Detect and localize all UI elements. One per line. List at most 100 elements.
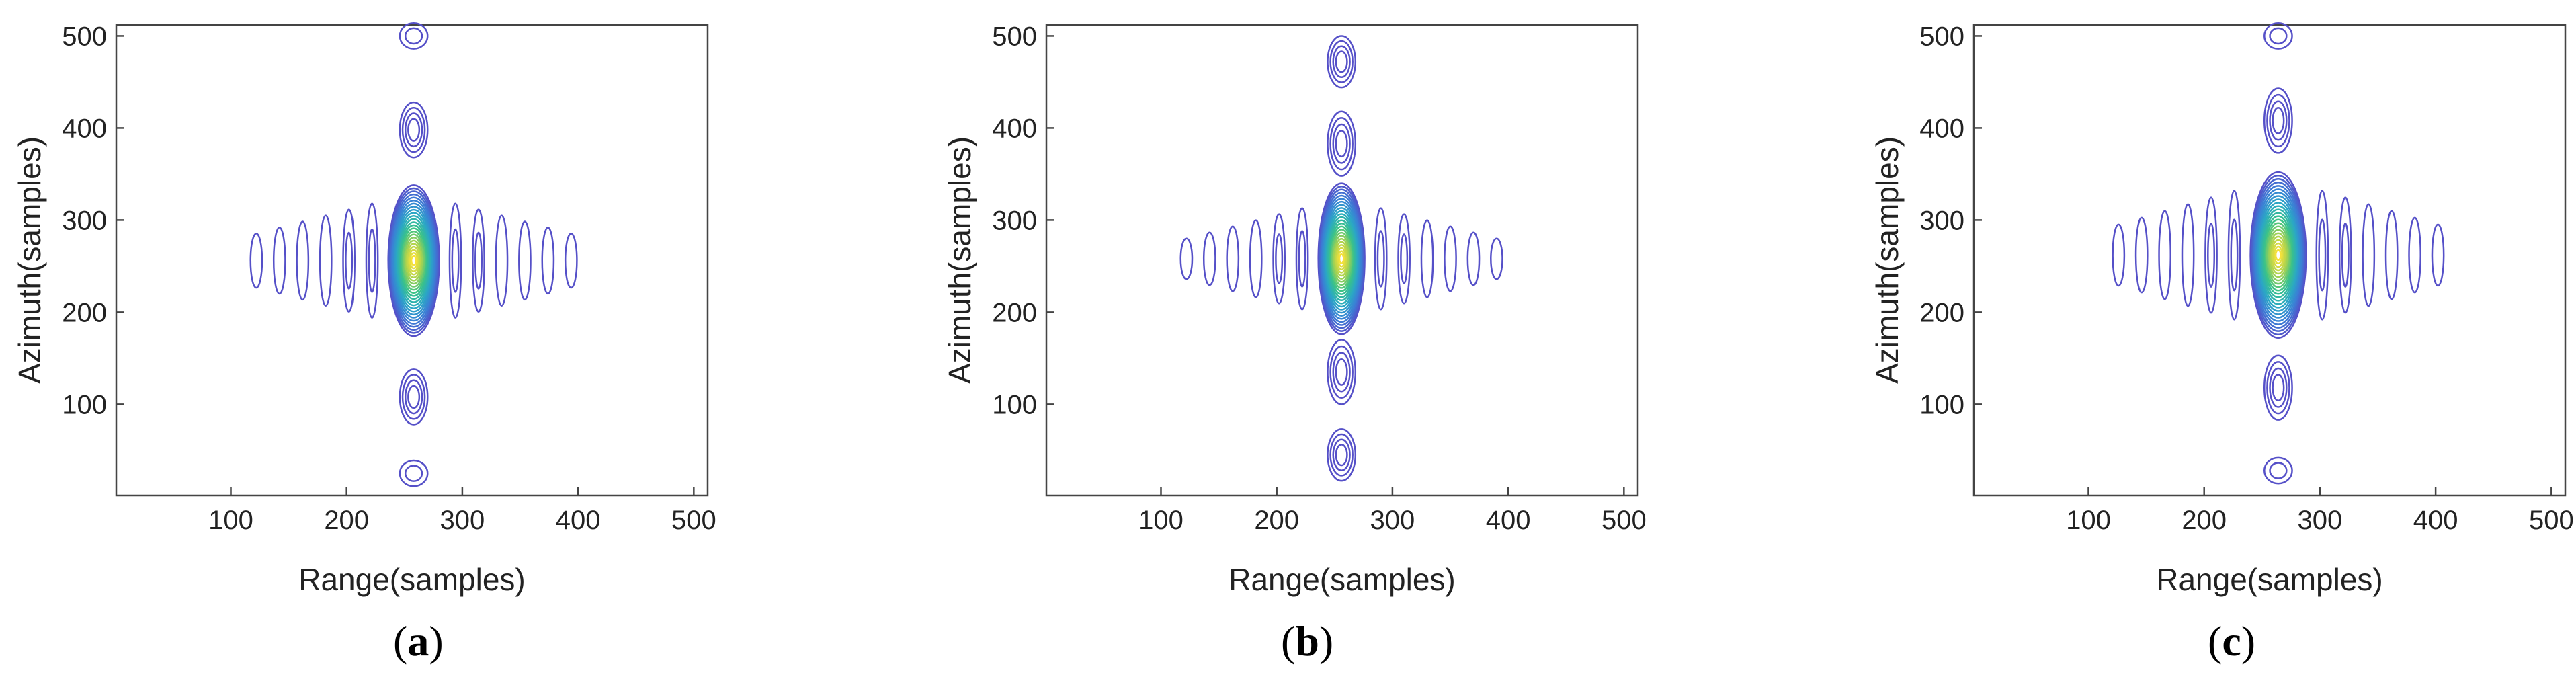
azimuth-sidelobe-contour [2263,22,2293,50]
range-sidelobe-contour [1249,219,1263,298]
plot-area-a [115,24,709,497]
range-sidelobe-contour [1374,207,1388,311]
range-sidelobe-contour [448,202,462,319]
main-lobe-contour [398,221,429,300]
main-lobe-contour [2251,178,2305,332]
azimuth-sidelobe-contour [1329,345,1354,399]
main-lobe-contour [2257,198,2299,312]
main-lobe-contour [2249,171,2307,339]
azimuth-sidelobe-contour [2269,462,2288,479]
x-ticks-b: 100 200 300 400 500 [1138,487,1647,535]
range-sidelobe-contour [2362,203,2376,307]
azimuth-sidelobe-contour [399,101,429,159]
main-lobe-contour [1327,216,1357,302]
contours-b [1179,35,1503,482]
main-lobe-contour [2259,205,2297,305]
y-tick-label: 300 [1919,206,1964,235]
contours-c [2112,22,2445,485]
azimuth-sidelobe-contour [1335,444,1348,467]
x-axis-label-b: Range(samples) [1229,562,1455,597]
main-lobe-contour [410,255,417,266]
main-lobe-contour [1325,210,1358,308]
azimuth-sidelobe-contour [2263,456,2293,485]
range-sidelobe-contour [2315,190,2329,321]
y-tick-label: 500 [1919,22,1964,51]
panel-label-a: (a) [393,617,444,665]
x-tick-label: 500 [2529,506,2574,535]
main-lobe-contour [1325,213,1358,305]
range-sidelobe-contour [1226,225,1240,292]
range-sidelobe-contour [1376,230,1385,288]
main-lobe-contour [392,202,435,319]
azimuth-sidelobe-contour [399,22,429,50]
main-lobe-contour [2256,195,2300,315]
main-lobe-contour [1337,250,1346,268]
y-tick-label: 500 [62,22,107,51]
range-sidelobe-contour [2158,210,2172,300]
x-ticks-c: 100 200 300 400 500 [2066,487,2574,535]
range-sidelobe-contour [472,208,485,313]
azimuth-sidelobe-contour [2266,93,2290,148]
azimuth-sidelobe-contour [1332,45,1351,79]
x-tick-label: 200 [324,506,369,535]
azimuth-sidelobe-contour [1329,117,1354,171]
main-lobe-contour [1334,241,1349,277]
range-sidelobe-contour [1298,230,1306,288]
plot-area-b [1045,24,1639,497]
main-lobe-contour [395,212,432,309]
range-sidelobe-contour [451,228,460,293]
azimuth-sidelobe-contour [1329,40,1354,83]
main-lobe-contour [388,187,440,334]
panel-c: 100 200 300 400 500 100 200 300 400 500 Range(sa… [1870,22,2574,665]
azimuth-sidelobe-contour [1327,339,1357,405]
range-sidelobe-contour [1295,207,1309,311]
panel-label-c-letter: c [2222,617,2241,665]
azimuth-sidelobe-contour [1335,358,1348,386]
range-sidelobe-contour [1466,231,1481,286]
main-lobe-contour [405,243,422,279]
y-ticks-c: 100 200 300 400 500 [1919,22,1982,419]
azimuth-sidelobe-contour [404,27,423,45]
range-sidelobe-contour [1202,231,1216,286]
main-lobe-contour [387,184,440,337]
azimuth-sidelobe-contour [1327,110,1357,177]
range-sidelobe-contour [345,231,354,290]
y-tick-label: 100 [1919,390,1964,419]
range-sidelobe-contour [1444,225,1457,292]
main-lobe-contour [1330,229,1353,289]
main-lobe-contour [2254,188,2302,322]
main-lobe-contour [2253,185,2303,325]
range-sidelobe-contour [319,214,333,307]
y-tick-label: 200 [992,298,1037,327]
azimuth-sidelobe-contour [2263,354,2293,421]
range-sidelobe-contour [272,227,286,295]
main-lobe-contour [392,200,436,322]
main-lobe-contour [397,215,431,307]
y-tick-label: 100 [62,390,107,419]
main-lobe-contour [402,233,425,288]
x-tick-label: 500 [1602,506,1647,535]
main-lobe-contour [2272,242,2285,268]
x-tick-label: 200 [2182,506,2227,535]
azimuth-sidelobe-contour [1332,352,1351,393]
main-lobe-contour [2265,222,2292,288]
azimuth-sidelobe-contour [1335,130,1348,158]
main-lobe-contour [1332,235,1351,283]
range-sidelobe-contour [541,227,555,295]
range-sidelobe-contour [1400,233,1409,284]
azimuth-sidelobe-contour [2269,100,2288,141]
range-sidelobe-contour [2207,223,2216,288]
main-lobe-contour [393,206,434,316]
range-sidelobe-contour [2134,216,2149,294]
azimuth-sidelobe-contour [401,374,426,420]
x-tick-label: 100 [1138,506,1183,535]
azimuth-sidelobe-contour [399,459,429,487]
main-lobe-contour [390,196,437,325]
azimuth-sidelobe-contour [1327,428,1357,482]
range-sidelobe-contour [495,214,509,307]
main-lobe-contour [407,245,421,276]
x-tick-label: 200 [1254,506,1299,535]
range-sidelobe-contour [342,208,356,313]
main-lobe-contour [2270,235,2287,275]
